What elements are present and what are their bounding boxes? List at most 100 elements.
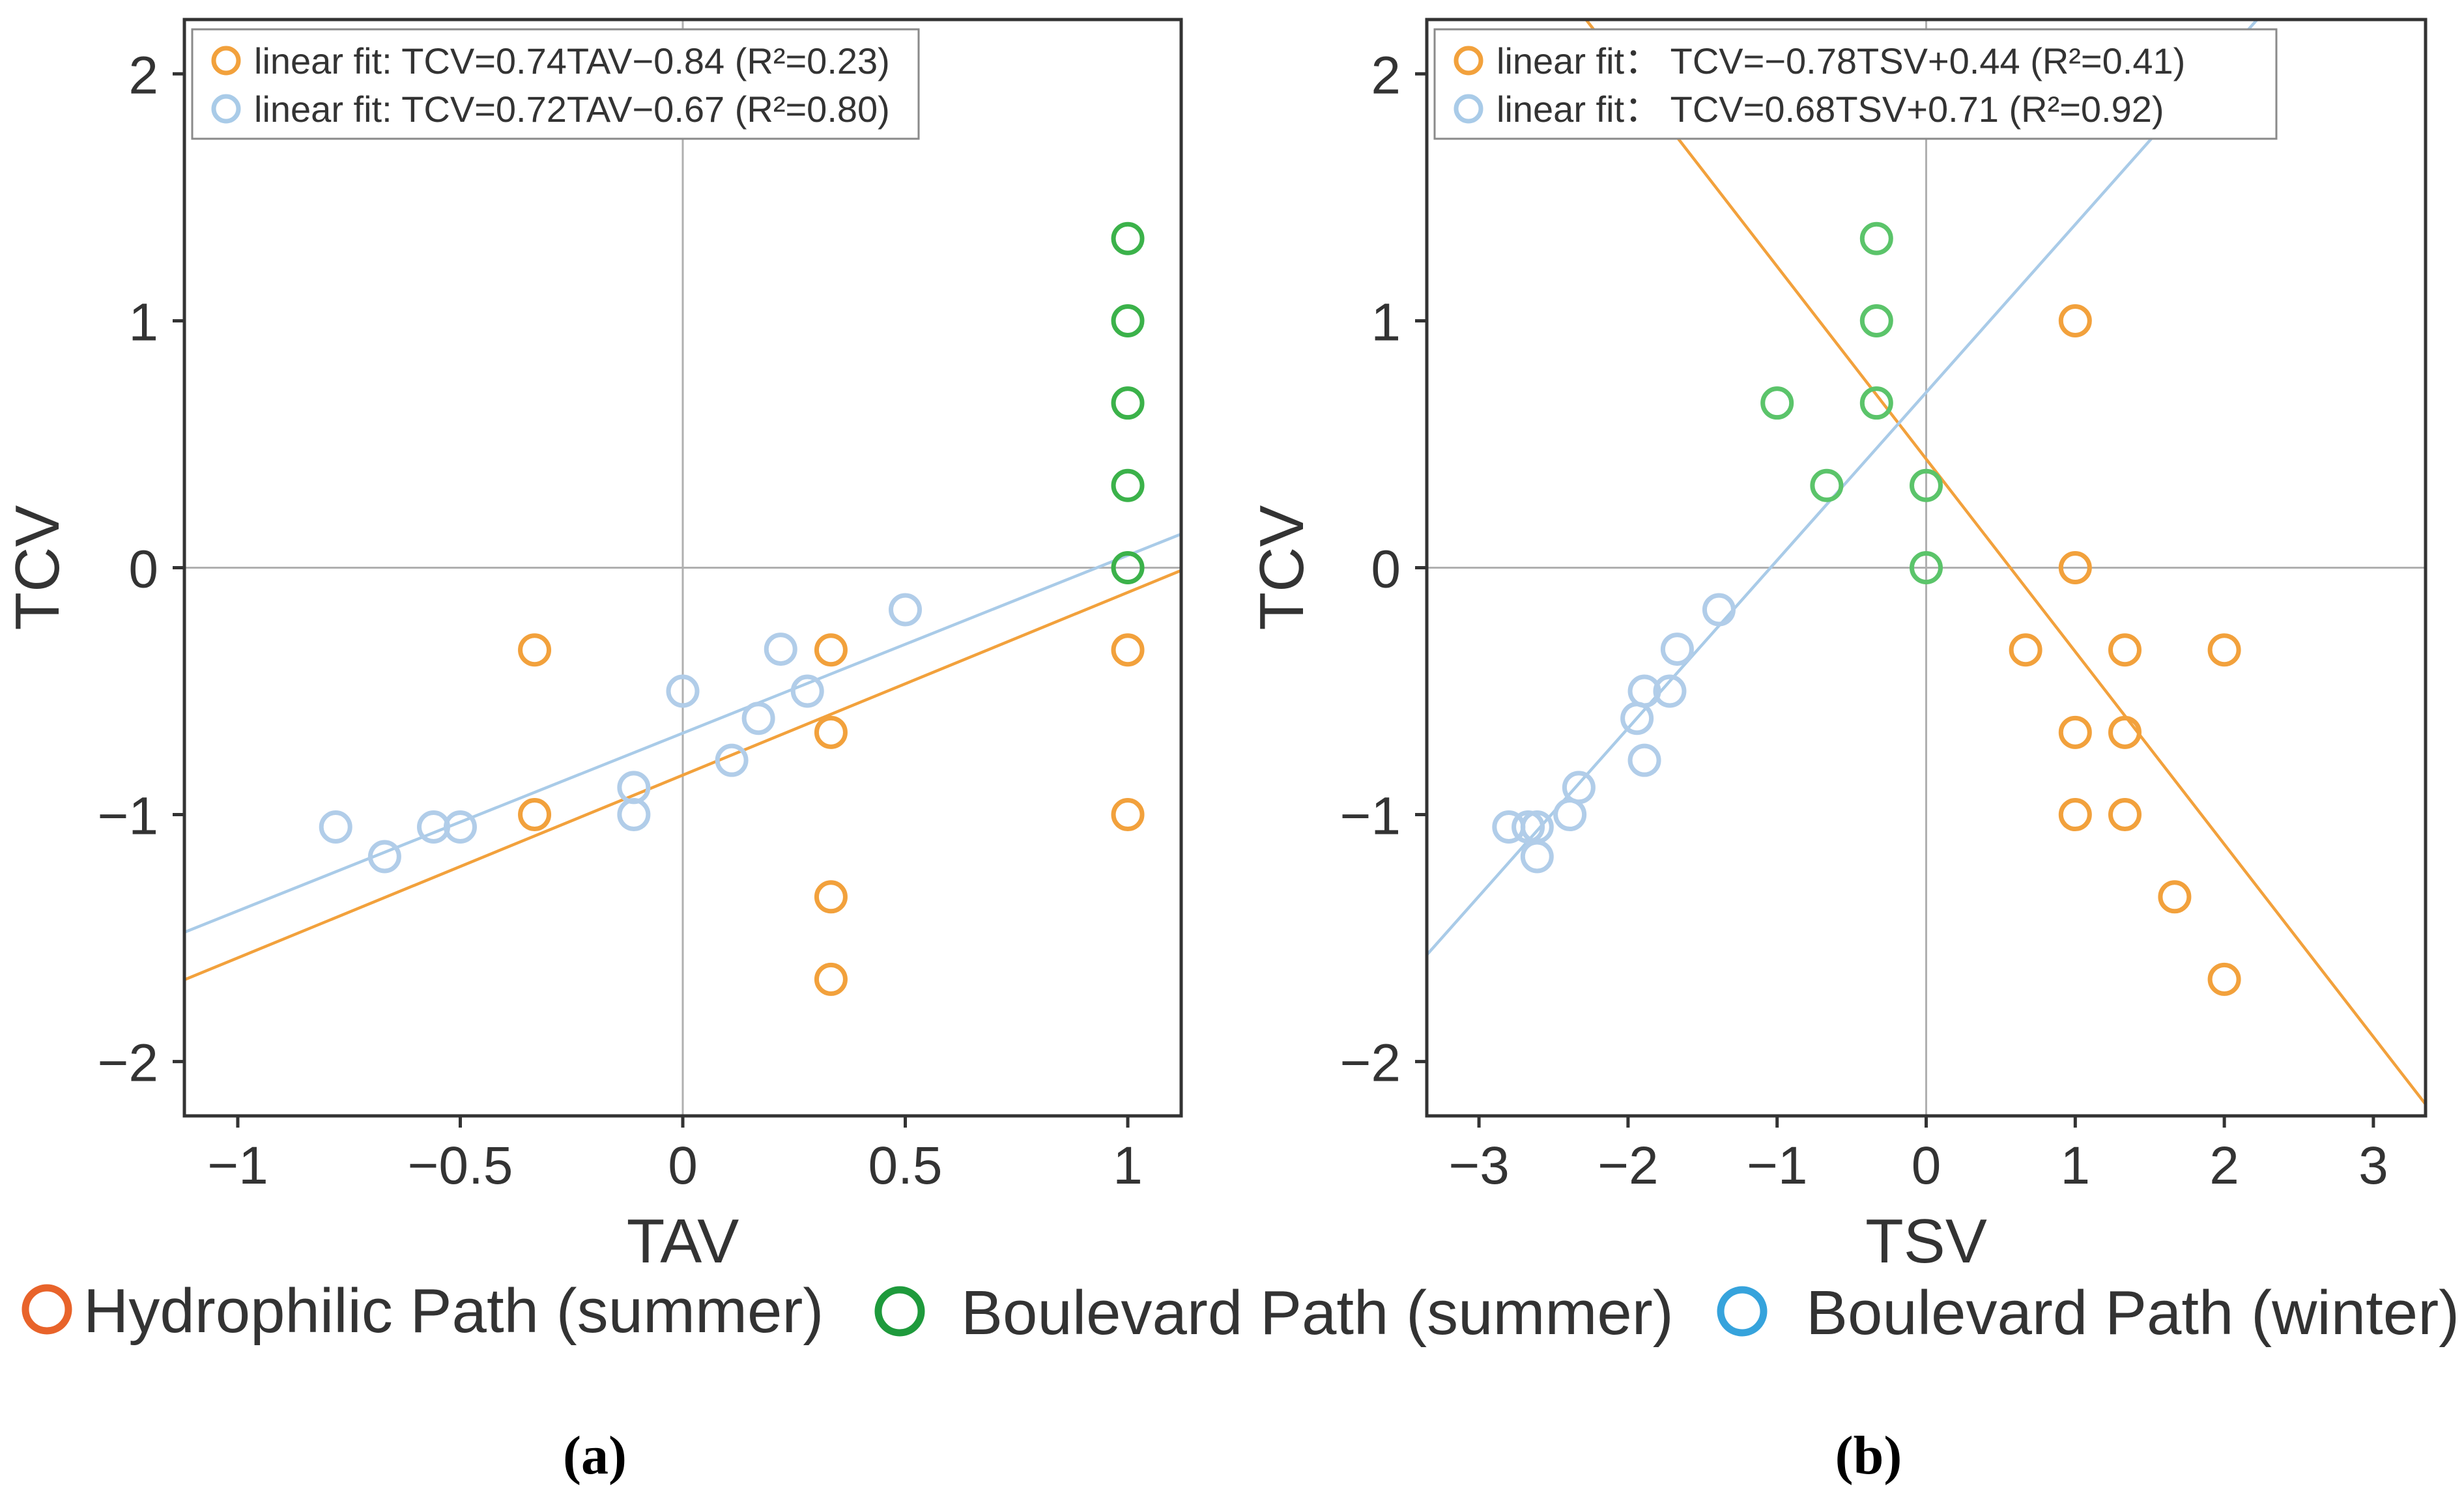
data-point	[518, 798, 552, 832]
data-point	[2108, 715, 2142, 749]
data-point	[1627, 674, 1661, 708]
y-tick-label: 0	[1371, 540, 1401, 599]
bottom-legend-item: Hydrophilic Path (summer)	[21, 1276, 824, 1346]
y-axis-title: TCV	[1247, 505, 1317, 631]
x-tick-label: −0.5	[408, 1136, 513, 1195]
chart-panel-b: −3 −2 −1 0 1 2 3 −2 −1 0 1 2 TSV TCV linear fit： TCV=−…	[1247, 18, 2428, 1276]
data-point	[814, 633, 848, 667]
data-point	[764, 633, 797, 666]
x-tick-label: −1	[207, 1136, 268, 1195]
y-tick-label: −2	[1340, 1034, 1401, 1093]
y-tick-label: 2	[1371, 46, 1401, 105]
data-point	[2108, 633, 2142, 667]
data-point	[1653, 674, 1687, 708]
x-tick-label: 0	[1912, 1136, 1941, 1195]
x-tick-label: 1	[1113, 1136, 1143, 1195]
y-tick-label: −1	[98, 787, 159, 846]
x-tick-label: −2	[1597, 1136, 1659, 1195]
y-tick-label: 2	[128, 46, 158, 105]
data-point	[2158, 880, 2192, 914]
x-axis-title: TSV	[1865, 1206, 1987, 1276]
bottom-legend-item: Boulevard Path (winter)	[1717, 1278, 2459, 1348]
x-tick-label: 0.5	[868, 1136, 943, 1195]
fit-legend: linear fit: TCV=0.74TAV−0.84 (R²=0.23) li…	[191, 28, 920, 140]
y-tick-label: 0	[128, 540, 158, 599]
fit-legend-marker	[1454, 46, 1483, 76]
data-point	[617, 798, 651, 832]
data-point	[2058, 715, 2092, 749]
data-point	[790, 674, 824, 708]
legend-label-boulevard-winter: Boulevard Path (winter)	[1806, 1278, 2459, 1348]
fit-legend-label: linear fit: TCV=0.72TAV−0.67 (R²=0.80)	[254, 89, 890, 130]
data-point	[1810, 468, 1844, 502]
x-tick-label: 0	[668, 1136, 698, 1195]
data-point	[1910, 551, 1943, 584]
data-point	[1111, 551, 1145, 584]
data-point	[1702, 593, 1736, 627]
data-point	[1111, 633, 1145, 667]
data-point	[814, 715, 848, 749]
y-tick-label: 1	[1371, 292, 1401, 352]
fit-line-1	[1427, 20, 2259, 956]
fit-line-1	[184, 532, 1181, 934]
data-point	[741, 702, 775, 735]
data-point	[2207, 633, 2241, 667]
series-1	[1111, 221, 1145, 584]
data-point	[1111, 221, 1145, 255]
legend-marker-boulevard-summer	[874, 1286, 925, 1337]
data-point	[2108, 798, 2142, 832]
data-point	[1511, 810, 1545, 844]
fit-legend: linear fit： TCV=−0.78TSV+0.44 (R²=0.41) l…	[1433, 28, 2278, 140]
data-point	[1520, 840, 1554, 874]
series-0	[2009, 304, 2241, 996]
legend-marker-boulevard-winter	[1717, 1286, 1768, 1337]
data-point	[1859, 304, 1893, 337]
fit-legend-marker	[1454, 94, 1483, 124]
data-point	[2058, 304, 2092, 337]
fit-legend-box	[1433, 28, 2278, 140]
legend-label-hydrophilic-summer: Hydrophilic Path (summer)	[83, 1276, 824, 1346]
fit-line-0	[184, 569, 1181, 982]
data-point	[2009, 633, 2042, 667]
y-axis-title: TCV	[3, 505, 72, 631]
chart-panel-a: −1 −0.5 0 0.5 1 −2 −1 0 1 2 TAV TCV linear fit: TCV=…	[3, 18, 1183, 1276]
data-point	[1760, 386, 1794, 420]
panel-label-a: (a)	[563, 1425, 627, 1486]
x-tick-label: −3	[1448, 1136, 1510, 1195]
series-2	[1492, 593, 1736, 874]
legend-label-boulevard-summer: Boulevard Path (summer)	[961, 1278, 1674, 1348]
x-axis-title: TAV	[627, 1206, 739, 1276]
data-point	[1859, 221, 1893, 255]
y-tick-label: 1	[128, 292, 158, 352]
fit-legend-label: linear fit: TCV=0.74TAV−0.84 (R²=0.23)	[254, 40, 890, 81]
y-tick-label: −2	[98, 1034, 159, 1093]
fit-legend-label: linear fit： TCV=−0.78TSV+0.44 (R²=0.41)	[1497, 40, 2185, 81]
series-0	[518, 633, 1145, 996]
panel-label-b: (b)	[1835, 1425, 1902, 1486]
data-point	[1111, 798, 1145, 832]
data-point	[814, 880, 848, 914]
data-point	[518, 633, 552, 667]
data-point	[443, 810, 477, 844]
x-tick-label: 2	[2209, 1136, 2239, 1195]
fit-lines	[184, 532, 1181, 982]
fit-legend-marker	[211, 94, 241, 124]
legend-marker-hydrophilic-summer	[21, 1284, 72, 1335]
fit-legend-marker	[211, 46, 241, 76]
data-point	[715, 743, 749, 777]
data-point	[666, 674, 700, 708]
data-point	[2058, 798, 2092, 832]
data-point	[319, 810, 352, 844]
y-tick-label: −1	[1340, 787, 1401, 846]
series-2	[319, 593, 923, 874]
data-point	[2207, 962, 2241, 996]
data-point	[2058, 551, 2092, 584]
data-point	[1562, 771, 1596, 804]
data-point	[1910, 468, 1943, 502]
bottom-legend: Hydrophilic Path (summer) Boulevard Path…	[21, 1276, 2459, 1348]
bottom-legend-item: Boulevard Path (summer)	[874, 1278, 1674, 1348]
x-tick-label: 1	[2061, 1136, 2091, 1195]
series-1	[1760, 221, 1943, 584]
